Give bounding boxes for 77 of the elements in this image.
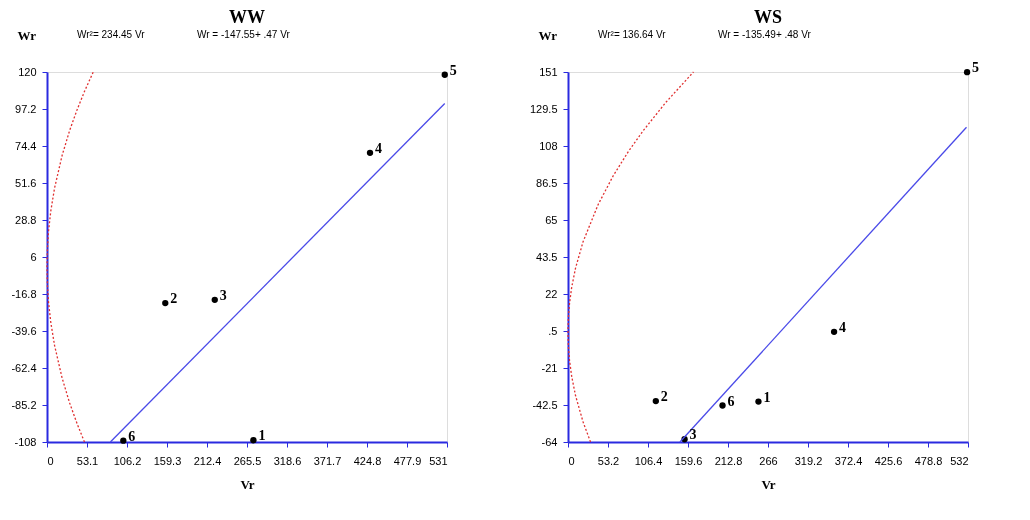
y-tick-label: 28.8: [15, 213, 37, 226]
y-tick-label: 22: [545, 287, 558, 300]
y-tick-label: 65: [545, 213, 558, 226]
chart-title: WS: [753, 7, 783, 27]
y-tick-label: 6: [30, 250, 37, 263]
annotation: 6: [727, 393, 735, 409]
text: Wr²= 136.64 Vr: [598, 29, 667, 40]
annotation: 2: [660, 389, 668, 405]
x-tick-label: 106.2: [113, 454, 142, 467]
x-tick-label: 159.6: [674, 454, 703, 467]
x-tick-label: 0: [47, 454, 54, 467]
x-tick-label: 53.2: [597, 454, 620, 467]
x-axis-title: Vr: [240, 476, 255, 492]
x-tick-label: 106.4: [634, 454, 663, 467]
point: [830, 328, 838, 336]
y-tick-label: 43.5: [536, 250, 558, 263]
x-tick-label: 212.8: [714, 454, 743, 467]
y-tick-label: -39.6: [11, 324, 37, 337]
x-tick-label: 266: [759, 454, 778, 467]
point: [963, 69, 971, 76]
y-tick-label: -42.5: [532, 398, 558, 411]
point: [755, 398, 762, 405]
x-tick-label: 532: [950, 454, 969, 467]
x-tick-label: 372.4: [834, 454, 863, 467]
text: Wr = -135.49+ .48 Vr: [718, 29, 812, 40]
y-tick-label: 97.2: [15, 102, 37, 115]
y-tick-label: 51.6: [15, 176, 37, 189]
chart-title: WW: [229, 7, 265, 27]
x-tick-label: 318.6: [273, 454, 302, 467]
annotation: 5: [972, 60, 980, 76]
x-tick-label: 424.8: [353, 454, 382, 467]
annotation: 1: [258, 428, 266, 444]
x-tick-label: 531: [429, 454, 448, 467]
text: Wr²= 234.45 Vr: [77, 29, 146, 40]
y-tick-label: -21: [541, 361, 558, 374]
y-tick-label: -108: [14, 435, 37, 448]
x-tick-label: 53.1: [76, 454, 99, 467]
point: [120, 437, 127, 444]
y-tick-label: 129.5: [529, 102, 558, 115]
y-axis-title: Wr: [17, 27, 37, 43]
point: [162, 299, 169, 307]
point: [441, 71, 448, 78]
x-tick-label: 319.2: [794, 454, 823, 467]
annotation: 6: [128, 428, 136, 444]
annotation: 2: [170, 291, 178, 307]
x-tick-label: 265.5: [233, 454, 262, 467]
annotation: 4: [839, 319, 847, 335]
x-tick-label: 425.6: [874, 454, 903, 467]
point: [652, 397, 659, 405]
point: [719, 402, 726, 409]
annotation: 1: [763, 389, 771, 405]
y-tick-label: .5: [548, 324, 558, 337]
x-tick-label: 159.3: [153, 454, 182, 467]
point: [366, 149, 374, 156]
point: [211, 296, 218, 303]
y-tick-label: 86.5: [536, 176, 558, 189]
y-tick-label: 120: [18, 65, 37, 78]
x-tick-label: 477.9: [393, 454, 422, 467]
y-axis-title: Wr: [538, 27, 558, 43]
text: Wr = -147.55+ .47 Vr: [197, 29, 291, 40]
y-tick-label: -85.2: [11, 398, 37, 411]
annotation: 4: [375, 140, 383, 156]
y-tick-label: -64: [541, 435, 558, 448]
x-tick-label: 0: [568, 454, 575, 467]
point: [250, 437, 257, 444]
x-tick-label: 212.4: [193, 454, 222, 467]
annotation: 3: [689, 427, 697, 443]
annotation: 3: [219, 287, 227, 303]
annotation: 5: [449, 62, 457, 78]
y-tick-label: 108: [539, 139, 558, 152]
x-tick-label: 371.7: [313, 454, 342, 467]
y-tick-label: -62.4: [11, 361, 37, 374]
x-tick-label: 478.8: [914, 454, 943, 467]
y-tick-label: 74.4: [15, 139, 37, 152]
y-tick-label: 151: [539, 65, 558, 78]
y-tick-label: -16.8: [11, 287, 37, 300]
x-axis-title: Vr: [761, 476, 776, 492]
